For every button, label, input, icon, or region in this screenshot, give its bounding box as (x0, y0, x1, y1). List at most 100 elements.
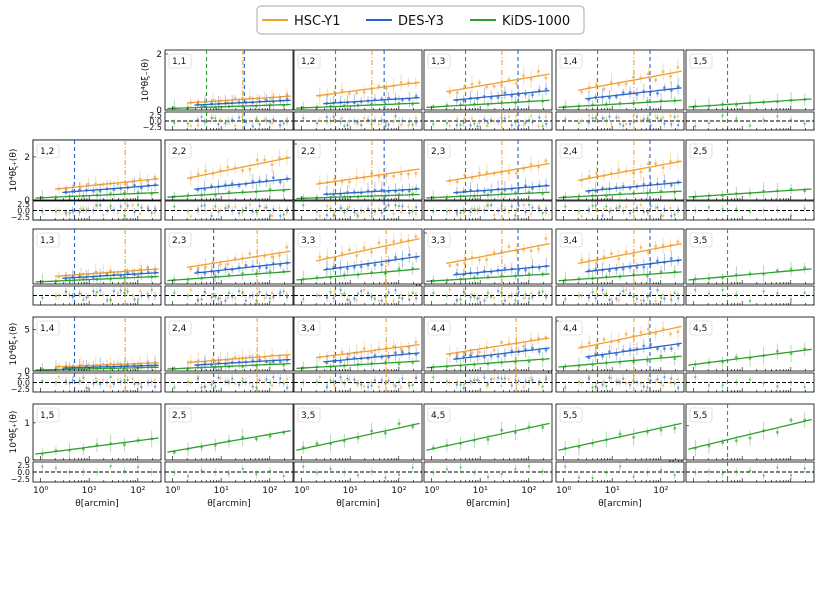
residual-point (486, 475, 490, 479)
residual-point (661, 214, 665, 218)
residual-point (65, 213, 68, 216)
residual-point (639, 203, 643, 207)
residual-point (517, 123, 520, 127)
data-point (414, 235, 418, 239)
data-point (536, 165, 540, 169)
data-point (500, 101, 504, 105)
data-point (595, 171, 599, 175)
residual-point (524, 380, 527, 383)
residual-point (541, 290, 544, 293)
residual-point (325, 115, 329, 119)
data-point (196, 102, 200, 106)
residual-point (397, 119, 401, 123)
data-point (448, 353, 452, 357)
residual-point (707, 384, 711, 387)
data-point (400, 257, 404, 261)
residual-point (564, 386, 567, 389)
data-point (347, 180, 351, 184)
data-point (669, 347, 673, 351)
data-point (112, 365, 116, 369)
data-point (486, 437, 490, 441)
data-point (112, 273, 116, 277)
data-point (145, 266, 149, 270)
residual-point (318, 294, 322, 297)
data-point (455, 356, 459, 360)
data-point (126, 364, 130, 368)
residual-point (282, 474, 285, 478)
data-point (668, 159, 672, 163)
residual-point (140, 385, 143, 389)
data-point (329, 365, 333, 369)
residual-point (618, 465, 622, 468)
residual-point (353, 378, 356, 381)
residual-point (661, 293, 665, 297)
panel-label-box (559, 407, 583, 423)
residual-point (237, 289, 241, 293)
data-point (563, 278, 567, 282)
residual-point (346, 298, 349, 302)
panel-label-box (297, 53, 321, 69)
data-point (255, 97, 259, 101)
residual-point (635, 380, 639, 384)
data-point (472, 194, 476, 198)
residual-point (632, 120, 635, 123)
residual-point (186, 380, 190, 384)
data-point (469, 354, 473, 358)
residual-point (138, 382, 142, 385)
data-point (530, 346, 534, 350)
residual-point (401, 297, 404, 300)
data-point (268, 270, 272, 274)
residual-point (694, 209, 697, 212)
panel-label-box (36, 232, 60, 248)
residual-point (339, 288, 342, 292)
data-point (475, 354, 479, 358)
data-point (301, 106, 305, 110)
residual-point (455, 383, 459, 386)
residual-point (98, 289, 102, 292)
residual-point (615, 207, 618, 210)
residual-point (517, 290, 520, 294)
data-point (656, 182, 660, 186)
data-point (482, 94, 486, 98)
data-point (285, 354, 289, 358)
residual-point (255, 386, 258, 389)
data-point (109, 277, 113, 281)
data-point (544, 264, 548, 268)
data-point (587, 356, 591, 360)
data-point (544, 183, 548, 187)
residual-point (669, 114, 672, 118)
data-point (668, 332, 672, 336)
data-point (301, 366, 305, 370)
residual-point (356, 474, 360, 477)
residual-point (397, 473, 401, 476)
data-point (632, 102, 636, 106)
data-point (462, 190, 466, 194)
data-point (339, 360, 343, 364)
residual-point (646, 210, 649, 213)
data-point (370, 102, 374, 106)
residual-point (676, 297, 680, 300)
residual-point (489, 377, 493, 381)
data-point (241, 356, 245, 360)
data-point (649, 342, 653, 346)
residual-point (397, 296, 401, 299)
data-point (477, 171, 481, 175)
residual-point (659, 296, 663, 299)
residual-point (329, 379, 332, 382)
residual-point (564, 205, 567, 208)
data-point (186, 193, 190, 197)
residual-point (694, 375, 697, 379)
residual-point (87, 207, 90, 210)
data-point (676, 343, 680, 347)
data-point (486, 275, 490, 279)
residual-point (408, 211, 411, 215)
residual-point (707, 122, 711, 125)
panel-m-1-2-1: 1,2 (293, 49, 423, 131)
residual-point (500, 116, 503, 119)
residual-point (41, 210, 44, 213)
residual-point (527, 297, 531, 300)
data-point (707, 104, 711, 108)
residual-point (721, 384, 724, 387)
residual-point (459, 123, 462, 127)
